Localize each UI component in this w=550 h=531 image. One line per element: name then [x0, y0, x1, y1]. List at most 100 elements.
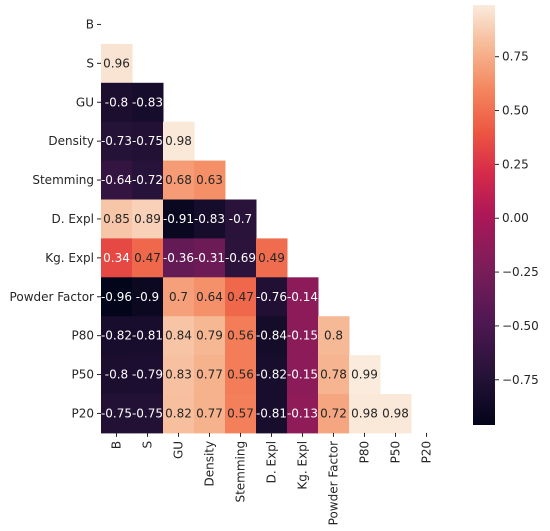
- heatmap-cell: [163, 394, 195, 434]
- cell-value-label: -0.73: [101, 134, 132, 148]
- heatmap-cell: [225, 394, 257, 434]
- cell-value-label: 0.68: [165, 173, 192, 187]
- cell-value-label: -0.7: [229, 212, 252, 226]
- cell-value-label: 0.77: [196, 368, 223, 382]
- heatmap-cell: [225, 199, 257, 239]
- heatmap-cell: [101, 121, 133, 162]
- cell-value-label: -0.75: [101, 406, 132, 420]
- x-tick-label: Powder Factor: [327, 441, 341, 526]
- cell-value-label: 0.99: [351, 368, 378, 382]
- heatmap-cell: [163, 238, 195, 278]
- cell-value-label: 0.56: [227, 329, 254, 343]
- colorbar-tick-label: 0.00: [502, 211, 529, 225]
- heatmap-cell: [194, 160, 226, 200]
- x-tick-label: P20: [420, 441, 434, 464]
- heatmap-cell: [318, 316, 350, 356]
- y-tick-label: P80: [71, 329, 94, 343]
- heatmap-cell: [194, 355, 226, 395]
- cell-value-label: 0.84: [165, 329, 192, 343]
- heatmap-cell: [132, 199, 164, 239]
- cell-value-label: 0.63: [196, 173, 223, 187]
- cell-value-label: -0.15: [287, 329, 318, 343]
- x-tick-label: P80: [358, 441, 372, 464]
- heatmap-cell: [194, 394, 226, 434]
- x-tick-label: D. Expl: [265, 441, 279, 484]
- heatmap-cell: [132, 121, 164, 162]
- heatmap-cell: [101, 355, 133, 395]
- heatmap-cell: [256, 316, 288, 356]
- heatmap-cell: [163, 199, 195, 239]
- heatmap-cell: [163, 121, 195, 162]
- cell-value-label: -0.83: [194, 212, 225, 226]
- heatmap-cell: [101, 43, 133, 84]
- cell-value-label: 0.57: [227, 406, 254, 420]
- heatmap-cells: 0.96-0.8 -0.83-0.73 -0.75 0.98-0.64 -0.72 0.6…: [101, 43, 412, 434]
- cell-value-label: 0.89: [134, 212, 161, 226]
- heatmap-cell: [194, 238, 226, 278]
- heatmap-cell: [132, 394, 164, 434]
- y-tick-label: Kg. Expl: [45, 251, 94, 265]
- cell-value-label: -0.82: [256, 368, 287, 382]
- x-tick-label: Density: [203, 441, 217, 487]
- cell-value-label: 0.98: [165, 134, 192, 148]
- cell-value-label: -0.15: [287, 368, 318, 382]
- y-tick-label: D. Expl: [51, 212, 94, 226]
- heatmap-cell: [101, 199, 133, 239]
- cell-value-label: -0.69: [225, 251, 256, 265]
- heatmap-cell: [287, 316, 319, 356]
- heatmap-cell: [163, 160, 195, 200]
- heatmap-cell: [194, 316, 226, 356]
- heatmap-cell: [101, 316, 133, 356]
- y-tick-labels: B S GU Density Stemming D. Expl Kg. Expl Powder…: [10, 17, 101, 420]
- cell-value-label: 0.72: [320, 406, 347, 420]
- cell-value-label: 0.96: [103, 56, 130, 70]
- heatmap-cell: [256, 277, 288, 317]
- x-tick-label: Stemming: [234, 441, 248, 503]
- heatmap-cell: [287, 394, 319, 434]
- cell-value-label: -0.72: [132, 173, 163, 187]
- x-tick-labels: B S GU Density Stemming D. Expl Kg. Expl Powder…: [110, 432, 434, 526]
- cell-value-label: 0.77: [196, 406, 223, 420]
- cell-value-label: 0.98: [351, 406, 378, 420]
- heatmap-cell: [318, 355, 350, 395]
- heatmap-cell: [132, 160, 164, 200]
- heatmap-cell: [225, 355, 257, 395]
- heatmap-cell: [132, 355, 164, 395]
- heatmap-cell: [349, 355, 381, 395]
- heatmap-cell: [225, 238, 257, 278]
- cell-value-label: -0.82: [101, 329, 132, 343]
- cell-value-label: -0.13: [287, 406, 318, 420]
- heatmap-cell: [132, 238, 164, 278]
- heatmap-cell: [256, 355, 288, 395]
- x-tick-label: B: [110, 441, 124, 449]
- cell-value-label: 0.83: [165, 368, 192, 382]
- colorbar-tick-label: −0.50: [502, 319, 539, 333]
- heatmap-cell: [318, 394, 350, 434]
- heatmap-cell: [163, 277, 195, 317]
- heatmap-cell: [163, 355, 195, 395]
- cell-value-label: -0.81: [132, 329, 163, 343]
- heatmap-cell: [101, 394, 133, 434]
- cell-value-label: 0.47: [227, 290, 254, 304]
- heatmap-cell: [101, 277, 133, 317]
- y-tick-label: Density: [48, 134, 94, 148]
- y-tick-label: P50: [71, 368, 94, 382]
- y-tick-label: Powder Factor: [10, 290, 95, 304]
- heatmap-cell: [163, 316, 195, 356]
- cell-value-label: 0.64: [196, 290, 223, 304]
- cell-value-label: 0.79: [196, 329, 223, 343]
- cell-value-label: 0.78: [320, 368, 347, 382]
- cell-value-label: 0.7: [169, 290, 188, 304]
- colorbar-gradient: [473, 5, 495, 425]
- cell-value-label: 0.49: [258, 251, 285, 265]
- y-tick-label: Stemming: [32, 173, 94, 187]
- heatmap-cell: [349, 394, 381, 434]
- heatmap-cell: [101, 238, 133, 278]
- cell-value-label: 0.34: [103, 251, 130, 265]
- heatmap-cell: [256, 394, 288, 434]
- heatmap-cell: [194, 277, 226, 317]
- heatmap-cell: [287, 277, 319, 317]
- colorbar-tick-label: 0.50: [502, 104, 529, 118]
- cell-value-label: -0.83: [132, 95, 163, 109]
- heatmap-cell: [132, 277, 164, 317]
